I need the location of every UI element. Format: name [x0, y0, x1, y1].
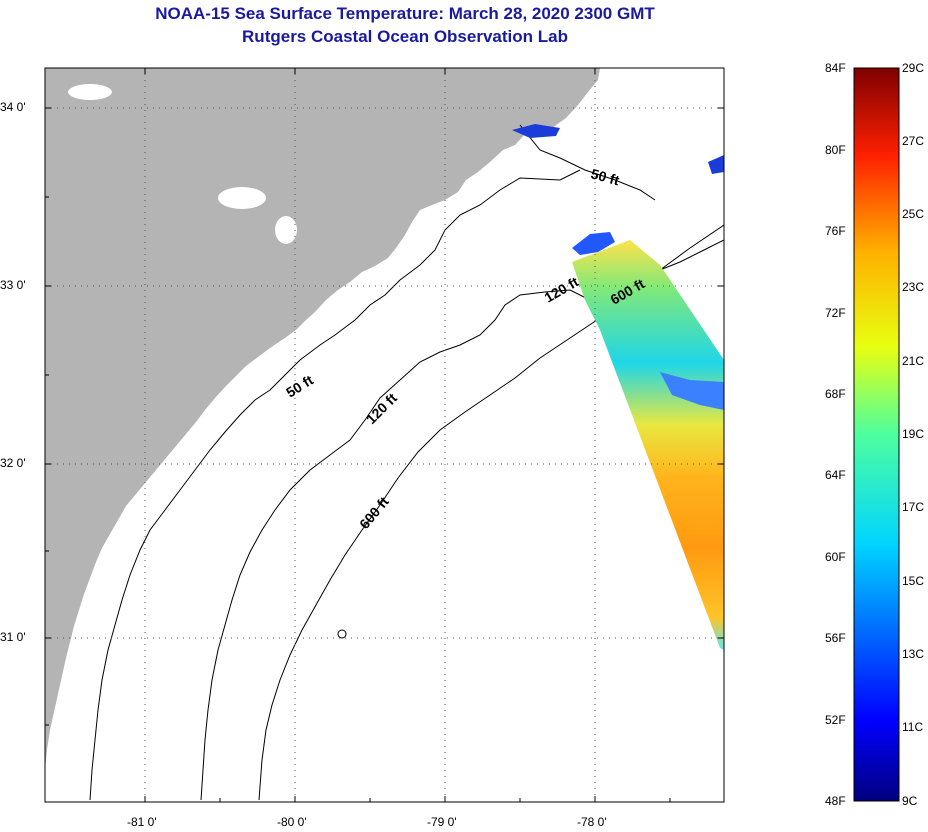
colorbar-label-c: 15C: [902, 574, 925, 588]
contour-label: 50 ft: [589, 165, 621, 188]
colorbar-label-c: 13C: [902, 647, 925, 661]
colorbar-label-f: 68F: [825, 387, 846, 401]
colorbar: [853, 67, 900, 802]
lat-label: 34 0': [0, 100, 26, 114]
colorbar-label-f: 48F: [825, 794, 846, 808]
lake: [68, 84, 112, 100]
lat-label: 31 0': [0, 630, 26, 644]
axis-ticks: [45, 68, 724, 802]
map-title: NOAA-15 Sea Surface Temperature: March 2…: [155, 4, 655, 23]
contour-50ft: [89, 124, 656, 801]
colorbar-label-f: 72F: [825, 306, 846, 320]
lake: [275, 216, 297, 244]
map-frame: [44, 67, 725, 803]
colorbar-label-f: 56F: [825, 631, 846, 645]
lat-label: 32 0': [0, 456, 26, 470]
colorbar-label-c: 23C: [902, 280, 925, 294]
lon-label: -81 0': [127, 815, 157, 829]
map-subtitle: Rutgers Coastal Ocean Observation Lab: [242, 27, 568, 46]
colorbar-label-c: 17C: [902, 500, 925, 514]
land-area: [45, 68, 600, 770]
lat-label: 33 0': [0, 278, 26, 292]
sst-patch: [660, 372, 724, 410]
colorbar-label-c: 21C: [902, 354, 925, 368]
lon-label: -80 0': [277, 815, 307, 829]
colorbar-label-f: 60F: [825, 550, 846, 564]
colorbar-label-c: 25C: [902, 207, 925, 221]
colorbar-label-f: 76F: [825, 224, 846, 238]
lon-label: -78 0': [577, 815, 607, 829]
lake: [218, 187, 266, 209]
sst-swath: [572, 240, 724, 650]
colorbar-label-f: 52F: [825, 713, 846, 727]
colorbar-label-c: 11C: [902, 720, 924, 734]
graticule: [45, 68, 724, 802]
colorbar-label-f: 80F: [825, 143, 846, 157]
sst-patch: [512, 124, 560, 138]
colorbar-label-c: 9C: [902, 794, 918, 808]
sst-patch: [572, 232, 615, 255]
colorbar-label-f: 64F: [825, 468, 846, 482]
lon-label: -79 0': [427, 815, 457, 829]
colorbar-label-f: 84F: [825, 61, 846, 75]
sst-patch: [708, 155, 724, 174]
colorbar-label-c: 19C: [902, 427, 925, 441]
contour-seamount: [337, 629, 347, 639]
colorbar-label-c: 29C: [902, 61, 925, 75]
colorbar-label-c: 27C: [902, 134, 925, 148]
